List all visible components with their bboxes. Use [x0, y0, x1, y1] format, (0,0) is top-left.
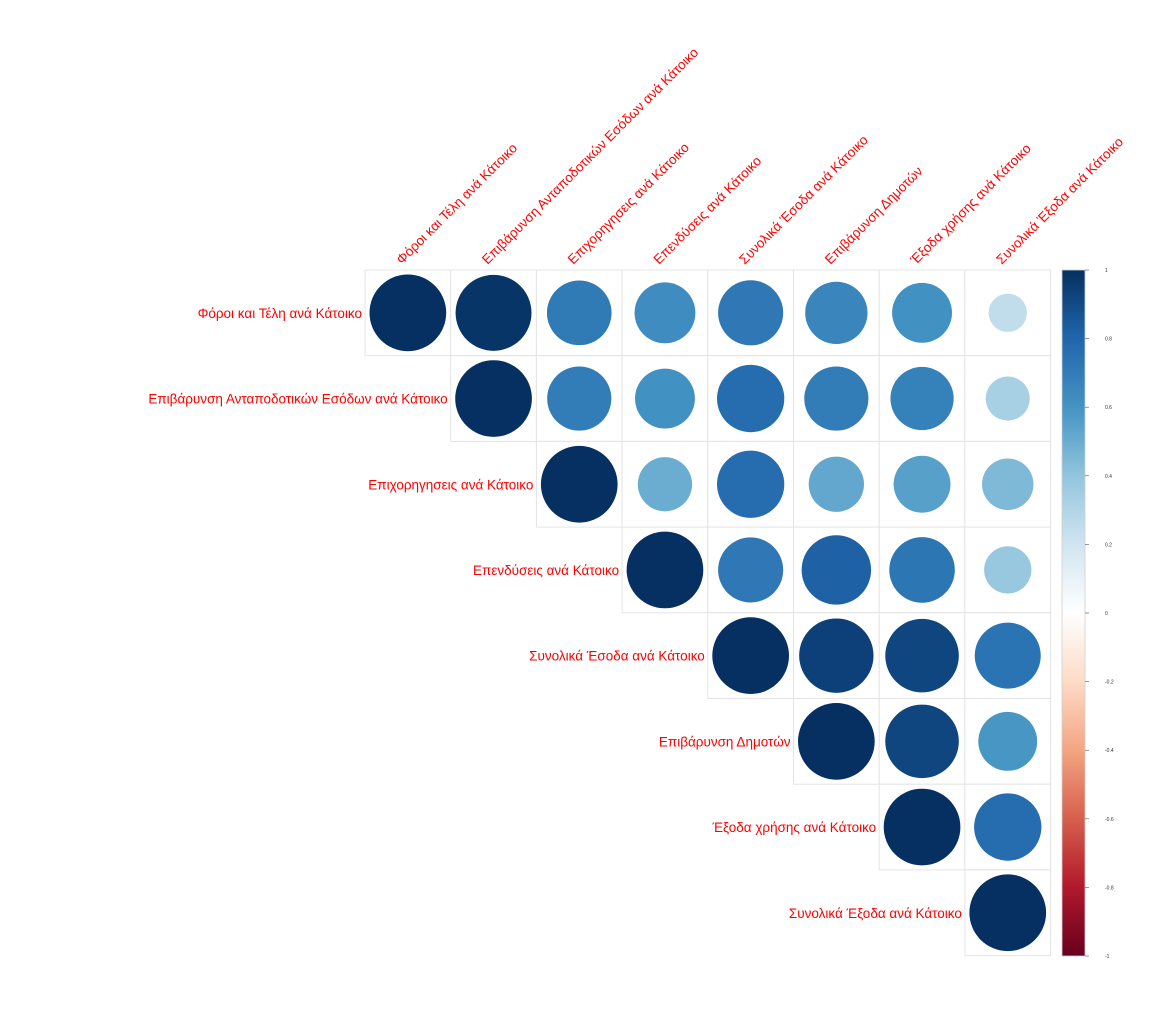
correlation-circle — [718, 537, 784, 603]
colorbar-tick-label: -0.6 — [1105, 817, 1114, 823]
row-label: Επιβάρυνση Δημοτών — [659, 734, 791, 749]
colorbar-tick-label: 0.8 — [1105, 337, 1112, 343]
column-label: Επιβάρυνση Δημοτών — [822, 163, 926, 267]
colorbar-tick-label: 1 — [1105, 268, 1108, 274]
correlation-circle — [634, 368, 695, 429]
colorbar-tick-label: 0.2 — [1105, 542, 1112, 548]
correlation-circle — [804, 366, 869, 431]
colorbar — [1061, 269, 1086, 957]
row-label: Έξοδα χρήσης ανά Κάτοικο — [711, 820, 876, 835]
correlation-circle — [808, 456, 865, 512]
row-label: Συνολικά Έσοδα ανά Κάτοικο — [529, 649, 705, 664]
correlation-circle — [892, 282, 953, 343]
correlation-circle — [978, 711, 1038, 771]
row-label: Φόροι και Τέλη ανά Κάτοικο — [198, 306, 362, 321]
correlation-circle — [637, 457, 693, 512]
correlation-circle — [798, 703, 875, 780]
row-label: Επιχορηγησεις ανά Κάτοικο — [368, 477, 533, 492]
correlation-circle — [369, 274, 447, 352]
row-label: Επενδύσεις ανά Κάτοικο — [473, 563, 619, 578]
correlation-circle — [985, 376, 1030, 421]
colorbar-tick-label: 0.4 — [1105, 474, 1112, 480]
correlation-circle — [716, 364, 785, 433]
colorbar-tick-label: -0.2 — [1105, 680, 1114, 686]
correlation-circle — [982, 458, 1034, 510]
correlation-circle — [626, 531, 704, 609]
correlation-circle — [799, 618, 874, 693]
correlation-circle — [634, 282, 696, 344]
correlation-circle — [546, 280, 612, 346]
correlation-circle — [718, 280, 784, 346]
correlation-circle — [969, 874, 1047, 952]
correlation-circle — [540, 445, 618, 523]
correlation-circle — [455, 360, 532, 437]
correlation-circle — [889, 537, 955, 603]
correlation-circle — [716, 450, 785, 518]
correlation-circle — [984, 546, 1032, 594]
colorbar-tick-label: -1 — [1105, 954, 1110, 960]
correlation-circle — [988, 293, 1027, 333]
correlation-circle — [885, 618, 959, 693]
grid-cell — [964, 355, 1052, 442]
colorbar-tick-label: 0.6 — [1105, 405, 1112, 411]
correlation-circle — [893, 455, 951, 513]
correlation-circle — [712, 617, 790, 695]
correlation-circle — [547, 366, 612, 431]
colorbar-tick-label: -0.8 — [1105, 885, 1114, 891]
correlation-circle — [974, 793, 1042, 861]
colorbar-tick-label: 0 — [1105, 611, 1108, 617]
grid-cell — [964, 269, 1052, 357]
correlation-circle — [974, 622, 1041, 689]
row-label: Επιβάρυνση Ανταποδοτικών Εσόδων ανά Κάτο… — [148, 392, 447, 407]
correlation-circle — [455, 274, 532, 351]
colorbar-tick-label: -0.4 — [1105, 748, 1114, 754]
correlation-circle — [885, 704, 959, 779]
row-label: Συνολικά Έξοδα ανά Κάτοικο — [789, 906, 962, 921]
correlation-circle — [805, 281, 868, 345]
correlation-circle — [801, 535, 872, 605]
correlation-circle — [883, 788, 961, 866]
correlation-circle — [890, 366, 954, 431]
